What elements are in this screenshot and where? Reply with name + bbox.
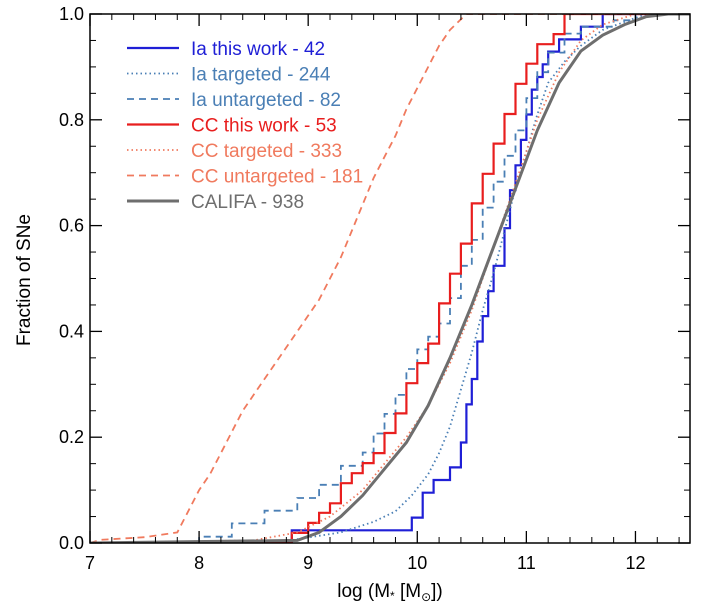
series-line-0 bbox=[90, 14, 690, 543]
x-tick-label: 10 bbox=[407, 553, 427, 573]
series-layer bbox=[90, 14, 690, 543]
y-tick-label: 0.6 bbox=[59, 216, 84, 236]
y-tick-label: 0.0 bbox=[59, 533, 84, 553]
legend-label: Ia this work - 42 bbox=[191, 39, 325, 60]
x-tick-label: 7 bbox=[85, 553, 95, 573]
x-axis-label-end: ]) bbox=[431, 581, 443, 602]
x-tick-label: 8 bbox=[194, 553, 204, 573]
legend-label: Ia targeted - 244 bbox=[191, 65, 331, 86]
x-axis-label-main: log (M bbox=[337, 581, 390, 602]
series-line-2 bbox=[90, 14, 690, 543]
legend-label: CC targeted - 333 bbox=[191, 141, 342, 162]
y-tick-label: 0.4 bbox=[59, 321, 84, 341]
x-axis-label-mid: [M bbox=[395, 581, 421, 602]
y-tick-label: 0.8 bbox=[59, 110, 84, 130]
x-axis-label: log (M* [M⊙]) bbox=[337, 581, 443, 604]
x-tick-label: 11 bbox=[517, 553, 536, 573]
x-axis-label-sun: ⊙ bbox=[421, 590, 431, 604]
y-tick-label: 0.2 bbox=[59, 427, 84, 447]
series-line-3 bbox=[90, 14, 690, 543]
y-tick-label: 1.0 bbox=[59, 4, 84, 24]
x-tick-label: 9 bbox=[303, 553, 313, 573]
legend-label: CC this work - 53 bbox=[191, 116, 337, 137]
legend-label: Ia untargeted - 82 bbox=[191, 90, 341, 111]
legend-label: CC untargeted - 181 bbox=[191, 167, 363, 188]
x-axis-label-sub: * bbox=[390, 589, 395, 603]
legend: Ia this work - 42 Ia targeted - 244 Ia unt… bbox=[127, 39, 363, 213]
ticks-layer: 7 8 9 10 11 12 0.0 0.2 0.4 0.6 0.8 1.0 bbox=[59, 4, 690, 573]
x-tick-label: 12 bbox=[625, 553, 645, 573]
legend-label: CALIFA - 938 bbox=[191, 192, 304, 213]
series-line-6 bbox=[90, 14, 690, 543]
series-line-1 bbox=[90, 14, 690, 543]
y-axis-label: Fraction of SNe bbox=[14, 214, 35, 346]
series-line-5 bbox=[90, 14, 690, 543]
